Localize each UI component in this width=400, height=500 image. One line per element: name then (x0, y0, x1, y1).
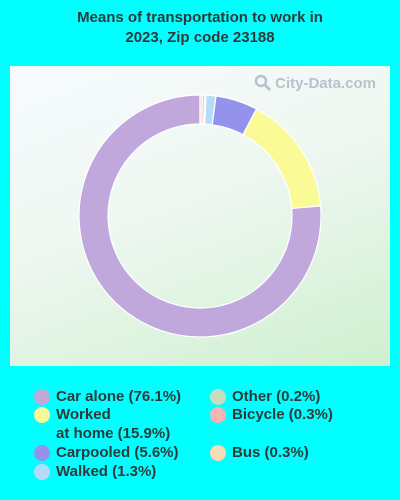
slice-car-alone (78, 94, 322, 338)
legend-swatch (34, 445, 50, 461)
legend-label-line: Carpooled (5.6%) (56, 444, 179, 461)
legend-swatch (210, 445, 226, 461)
legend-item-walked: Walked (1.3%) (34, 462, 156, 481)
watermark-text: City-Data.com (275, 74, 376, 92)
legend-item-car-alone: Car alone (76.1%) (34, 387, 181, 406)
legend-text: Carpooled (5.6%) (56, 443, 179, 462)
legend: Car alone (76.1%) Worked at home (15.9%) Ca… (0, 384, 400, 494)
chart-title-line-1: Means of transportation to work in (77, 9, 323, 26)
legend-label-line: Walked (1.3%) (56, 463, 157, 480)
magnifier-icon (254, 74, 272, 92)
donut-chart (78, 94, 322, 338)
legend-text: Worked at home (15.9%) (56, 405, 170, 443)
legend-swatch (34, 407, 50, 423)
legend-label-line: Car alone (76.1%) (56, 388, 182, 405)
legend-item-bicycle: Bicycle (0.3%) (210, 405, 333, 424)
legend-label-line: Worked (56, 406, 111, 423)
slice-worked-at-home (242, 108, 322, 209)
legend-text: Other (0.2%) (232, 387, 320, 406)
legend-label-line: Bus (0.3%) (232, 444, 309, 461)
legend-text: Bus (0.3%) (232, 443, 309, 462)
legend-item-worked-at-home: Worked at home (15.9%) (34, 405, 170, 443)
legend-label-line: at home (15.9%) (56, 425, 171, 442)
legend-swatch (210, 389, 226, 405)
chart-title: Means of transportation to work in 2023,… (0, 8, 400, 48)
legend-swatch (34, 464, 50, 480)
legend-item-carpooled: Carpooled (5.6%) (34, 443, 179, 462)
legend-text: Car alone (76.1%) (56, 387, 181, 406)
slice-bus (199, 94, 203, 125)
plot-area: City-Data.com (10, 66, 390, 366)
watermark: City-Data.com (254, 74, 376, 92)
legend-item-other: Other (0.2%) (210, 387, 320, 406)
legend-text: Bicycle (0.3%) (232, 405, 333, 424)
legend-swatch (210, 407, 226, 423)
legend-text: Walked (1.3%) (56, 462, 156, 481)
legend-label-line: Other (0.2%) (232, 388, 321, 405)
legend-item-bus: Bus (0.3%) (210, 443, 309, 462)
legend-swatch (34, 389, 50, 405)
chart-title-line-2: 2023, Zip code 23188 (125, 29, 275, 46)
legend-label-line: Bicycle (0.3%) (232, 406, 333, 423)
